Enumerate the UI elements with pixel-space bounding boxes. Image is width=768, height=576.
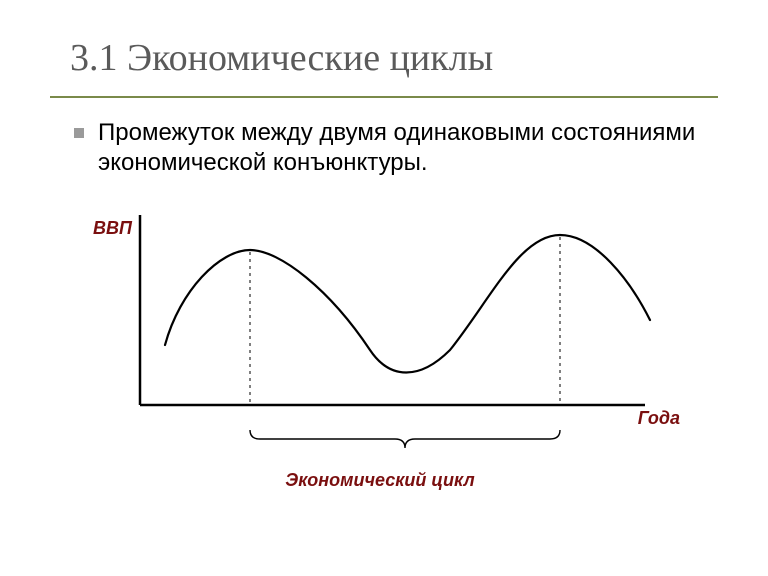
square-bullet-icon [74, 128, 84, 138]
cycle-label: Экономический цикл [90, 470, 670, 491]
economic-cycle-chart: ВВП Года Экономический цикл [90, 210, 670, 470]
page-title: 3.1 Экономические циклы [70, 36, 493, 80]
bullet-item: Промежуток между двумя одинаковыми состо… [98, 118, 698, 178]
y-axis-label: ВВП [93, 218, 132, 239]
chart-svg [90, 210, 670, 500]
title-underline [50, 96, 718, 98]
slide: 3.1 Экономические циклы Промежуток между… [0, 0, 768, 576]
bullet-text: Промежуток между двумя одинаковыми состо… [98, 118, 698, 178]
x-axis-label: Года [638, 408, 680, 429]
